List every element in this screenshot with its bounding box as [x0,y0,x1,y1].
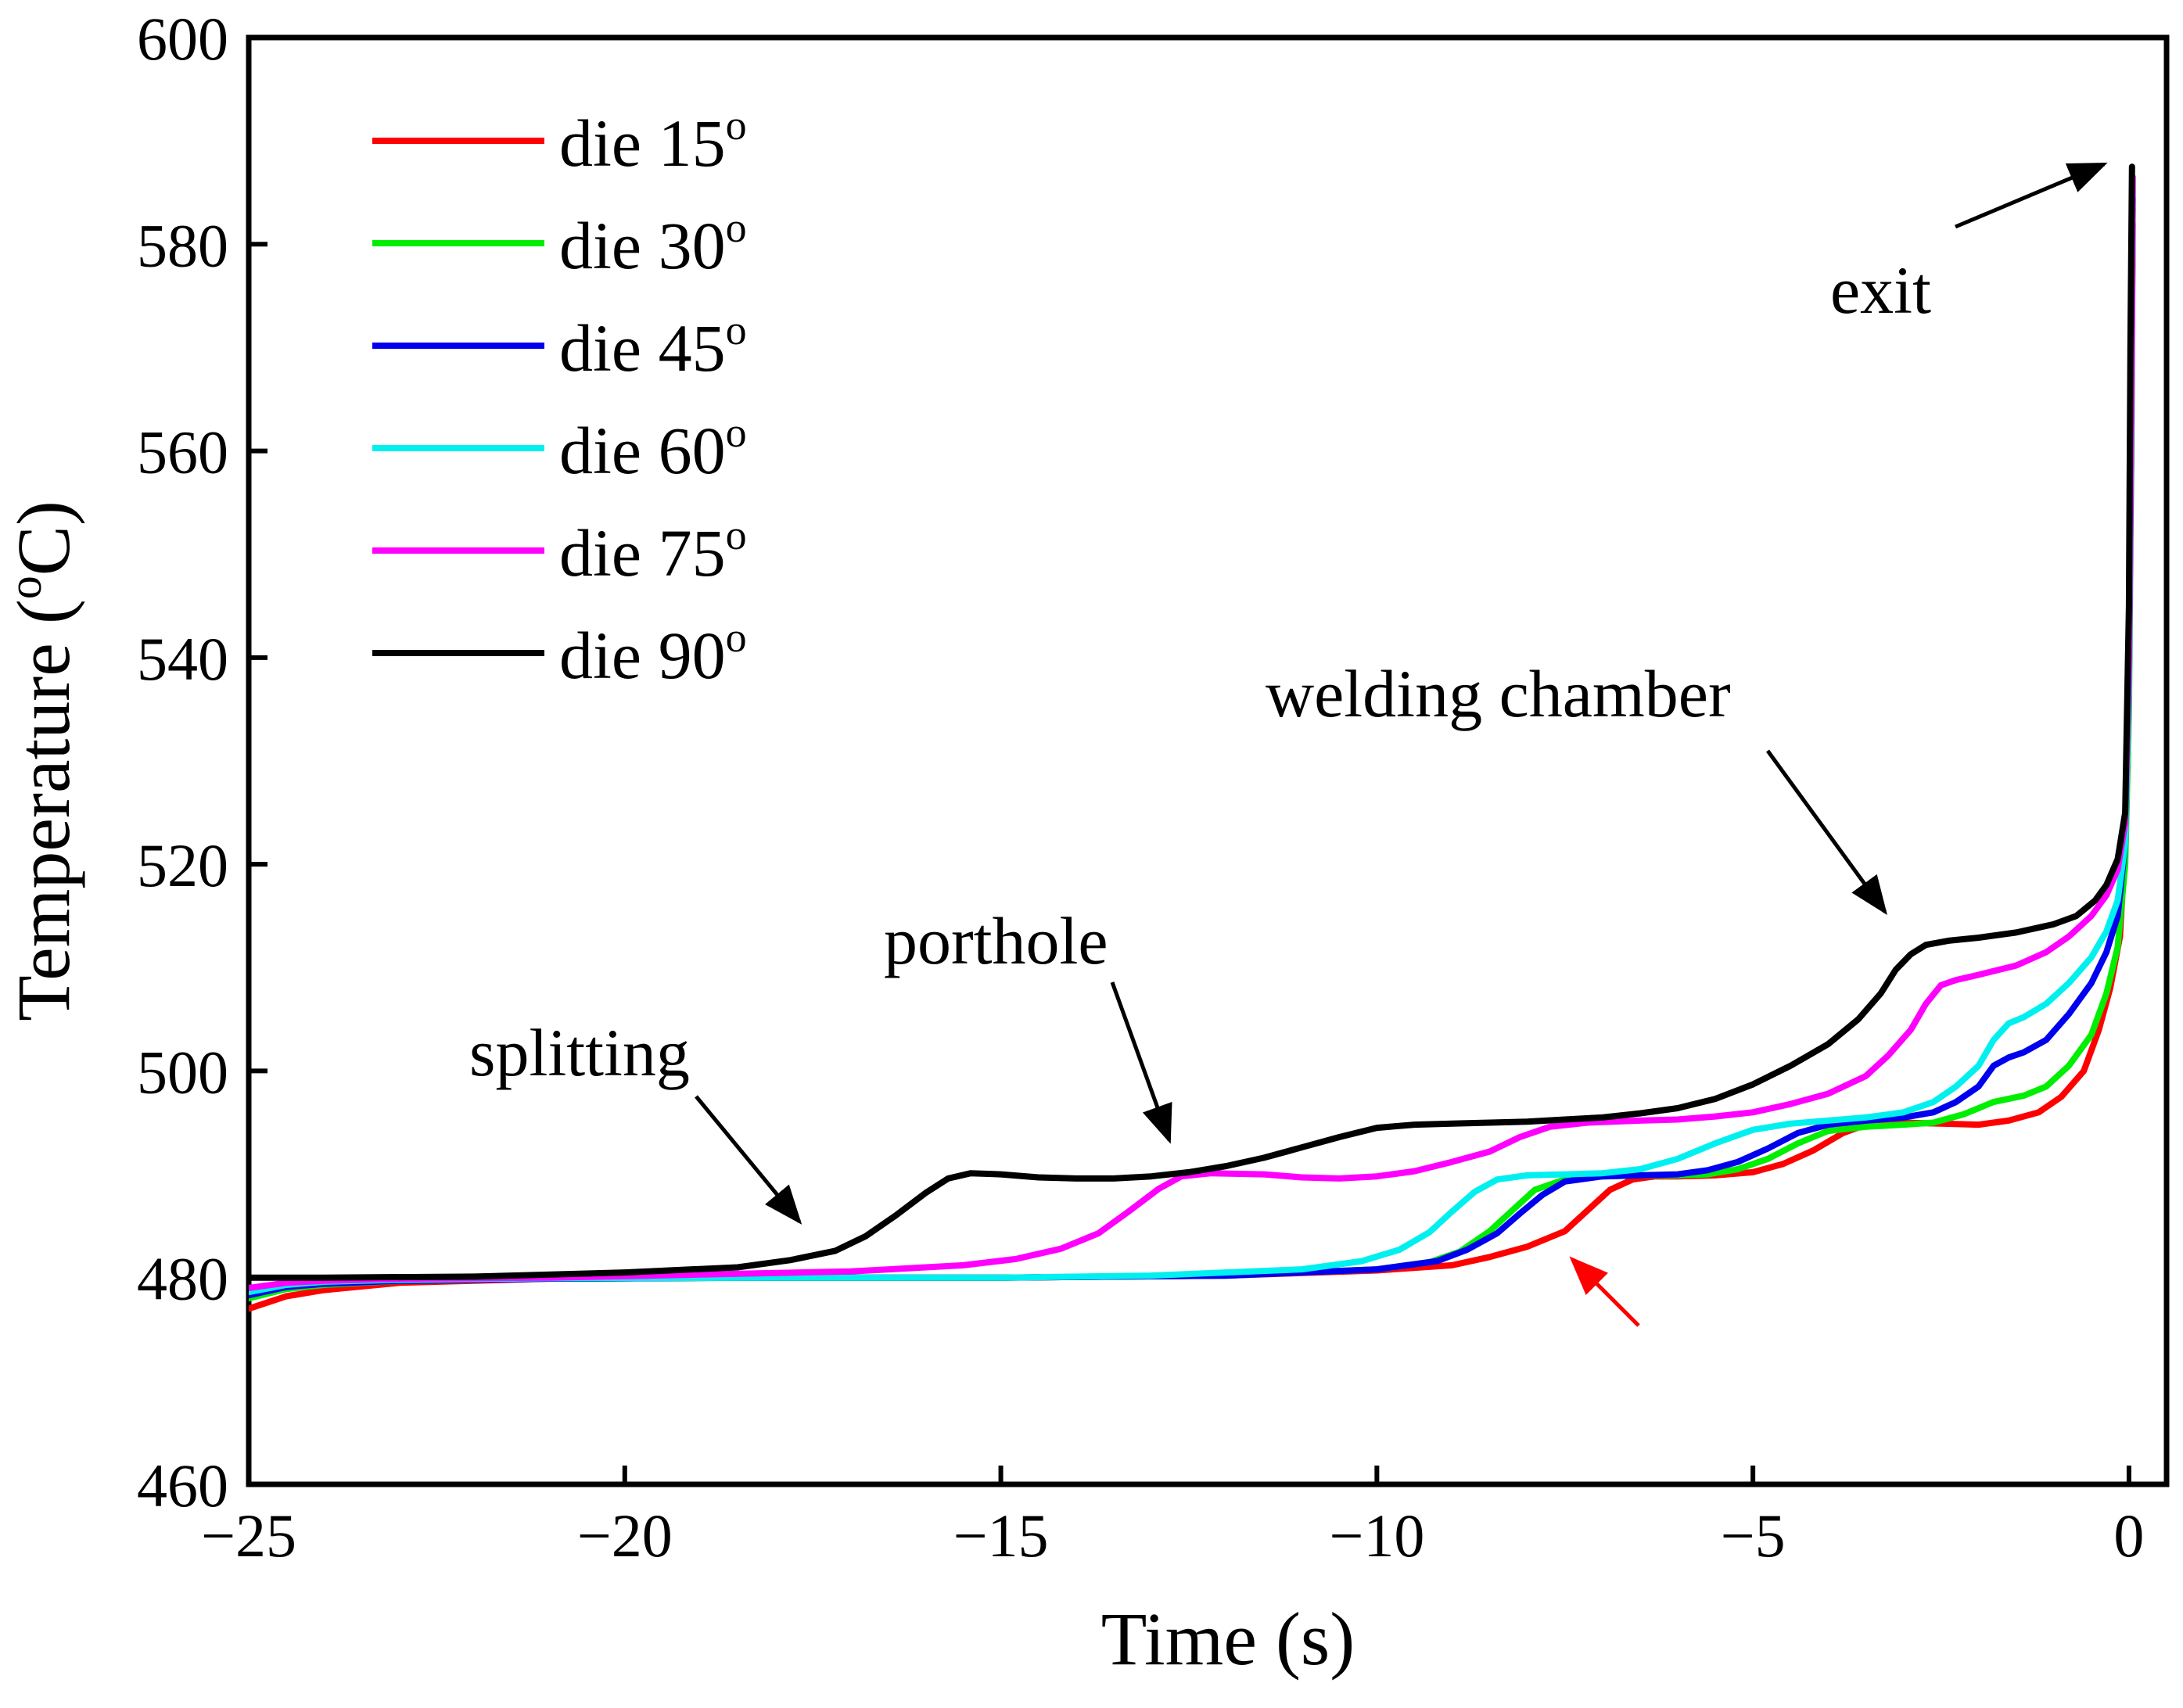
y-tick-label: 480 [137,1245,228,1313]
series-line-die-30 [249,205,2136,1302]
series-line-die-60 [249,184,2136,1296]
legend-label-die-60: die 60o [559,409,747,488]
legend-label-die-90: die 90o [559,614,747,693]
x-tick-label: −20 [577,1502,673,1570]
x-tick-label: −10 [1329,1502,1424,1570]
y-tick-label: 560 [137,418,228,486]
y-tick-label: 600 [137,5,228,73]
y-tick-label: 580 [137,211,228,279]
y-tick-label: 460 [137,1451,228,1520]
x-tick-label: −25 [201,1502,296,1570]
y-axis-ticks: 460 480 500 520 540 560 580 600 [137,5,267,1520]
legend-label-die-30: die 30o [559,204,747,283]
x-axis-label: Time (s) [1101,1597,1355,1681]
annotation-exit: exit [1830,253,1931,328]
annotation-splitting: splitting [469,1015,690,1090]
plot-frame [246,34,2170,1487]
y-axis-label: Temperature (oC) [0,501,85,1021]
arrow-welding-chamber [1765,749,1887,916]
arrow-splitting [695,1095,802,1225]
legend: die 15o die 30o die 45o die 60o die 75o … [372,102,747,693]
x-tick-label: −15 [953,1502,1049,1570]
legend-label-die-45: die 45o [559,307,747,386]
x-tick-label: 0 [2113,1502,2144,1570]
annotation-porthole: porthole [884,903,1108,978]
y-tick-label: 540 [137,625,228,693]
arrow-exit [1955,162,2108,229]
x-tick-label: −5 [1721,1502,1786,1570]
y-tick-label: 520 [137,831,228,899]
arrow-red-highlight [1569,1256,1640,1327]
legend-label-die-15: die 15o [559,102,747,181]
series-lines [249,163,2136,1312]
series-line-die-15 [249,220,2136,1312]
series-line-die-90 [249,163,2135,1281]
legend-label-die-75: die 75o [559,511,747,590]
x-axis-ticks: −25 −20 −15 −10 −5 0 [201,1466,2144,1570]
y-tick-label: 500 [137,1038,228,1106]
series-line-die-75 [249,174,2136,1291]
arrow-porthole [1110,981,1172,1144]
annotation-welding-chamber: welding chamber [1266,656,1731,731]
